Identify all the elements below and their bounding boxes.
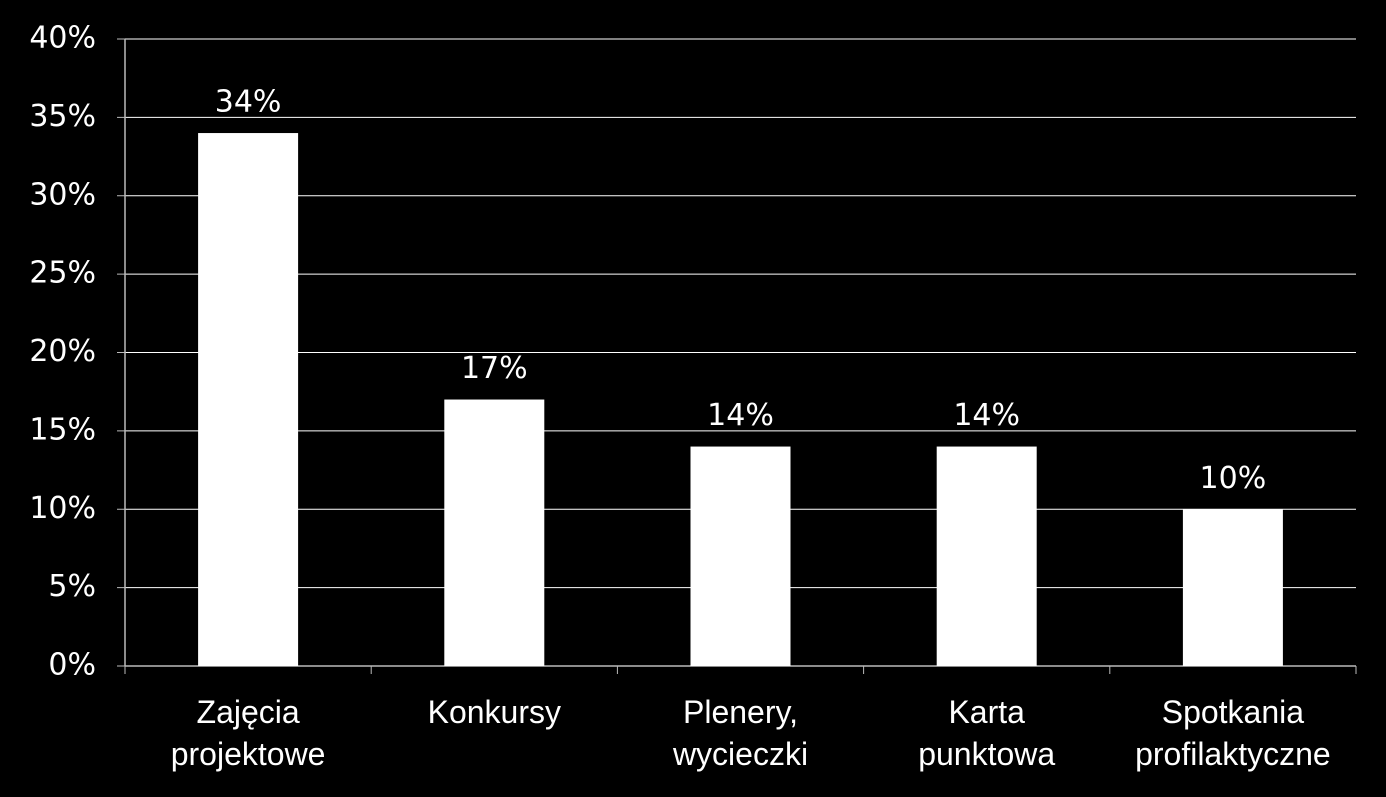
bar: [198, 133, 299, 667]
bar: [444, 399, 545, 666]
y-tick-label: 5%: [48, 569, 96, 604]
data-label: 34%: [215, 85, 282, 120]
y-tick-label: 0%: [48, 648, 96, 683]
bar: [1182, 509, 1283, 666]
x-tick-label: Zajęcia projektowe: [170, 694, 326, 772]
y-tick-label: 20%: [29, 334, 96, 369]
x-tick-label: Konkursy: [427, 694, 561, 730]
y-tick-label: 35%: [29, 99, 96, 134]
bar: [936, 446, 1037, 666]
x-tick-label: Spotkania profilaktyczne: [1135, 694, 1331, 772]
x-tick-label: Karta punktowa: [918, 694, 1056, 772]
bar: [690, 446, 791, 666]
data-label: 14%: [953, 398, 1020, 433]
y-tick-label: 25%: [29, 256, 96, 291]
y-tick-label: 15%: [29, 412, 96, 447]
y-tick-label: 30%: [29, 177, 96, 212]
data-label: 10%: [1200, 461, 1267, 496]
data-label: 17%: [461, 351, 528, 386]
y-tick-label: 10%: [29, 491, 96, 526]
y-tick-label: 40%: [29, 21, 96, 56]
x-tick-label: Plenery, wycieczki: [672, 694, 809, 772]
data-label: 14%: [707, 398, 774, 433]
